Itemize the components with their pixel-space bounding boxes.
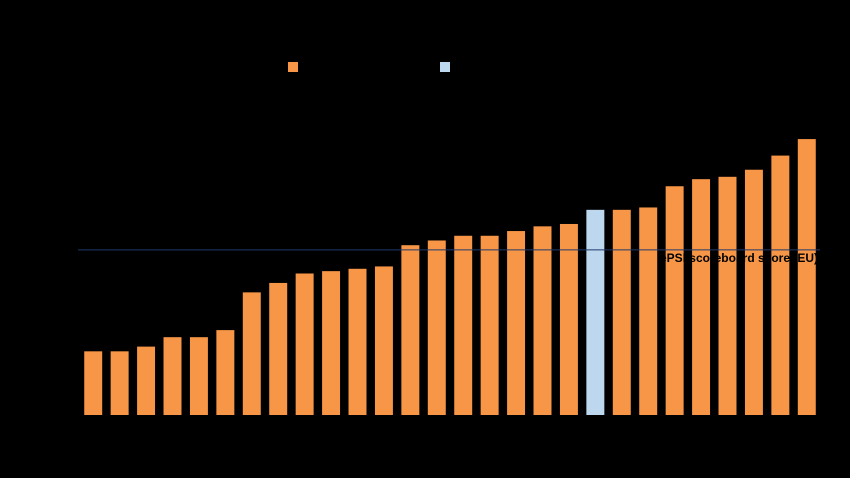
bar-eu-0 xyxy=(84,351,103,415)
bar-nl-24 xyxy=(718,176,737,415)
x-tick-label: FR xyxy=(588,422,603,434)
bar-fi-25 xyxy=(744,169,763,415)
bar-ie-18 xyxy=(559,223,578,415)
bar-hr-15 xyxy=(480,235,499,415)
bar-se-9 xyxy=(322,271,341,415)
y-tick-label: 0 xyxy=(65,408,72,422)
x-tick-label: BE xyxy=(403,422,418,434)
bars xyxy=(84,139,816,416)
bar-fr-19 xyxy=(586,209,605,415)
y-axis-label: Score in the ePSI scoreboard (0 to 700) xyxy=(29,159,43,370)
bar-it-22 xyxy=(665,186,684,415)
bar-lt-5 xyxy=(216,330,235,415)
bar-hu-8 xyxy=(295,273,314,415)
legend-swatch-score xyxy=(288,62,298,72)
x-tick-label: SE xyxy=(324,422,339,434)
x-tick-label: ES xyxy=(773,422,788,434)
bar-ro-20 xyxy=(612,209,631,415)
bar-it-16 xyxy=(507,231,526,415)
bar-cy-4 xyxy=(189,337,208,415)
bar-ee-14 xyxy=(454,235,473,415)
bar-lv-11 xyxy=(374,266,393,415)
x-tick-label: IE xyxy=(564,422,574,434)
bar-at-23 xyxy=(692,179,711,415)
bar-uk-27 xyxy=(797,139,816,415)
reference-line-label: ePSI scoreboard score (EU) xyxy=(660,251,818,265)
y-tick-label: 200 xyxy=(52,314,72,328)
y-tick-label: 400 xyxy=(52,219,72,233)
legend-swatch-fr xyxy=(440,62,450,72)
bar-es-26 xyxy=(771,155,790,416)
x-tick-label: SK xyxy=(271,422,286,434)
bar-sk-7 xyxy=(269,282,288,415)
x-tick-label: DE xyxy=(535,422,550,434)
x-tick-label: NL xyxy=(720,422,734,434)
legend: ePSI Scoreboard score ePSI Scoreboard sc… xyxy=(288,62,593,74)
legend-label-score: ePSI Scoreboard score xyxy=(302,62,416,74)
bar-si-1 xyxy=(110,351,129,415)
x-tick-label: DK xyxy=(641,422,657,434)
x-tick-label: CZ xyxy=(350,422,365,434)
x-tick-label: IT xyxy=(670,422,680,434)
x-tick-label: LT xyxy=(219,422,231,434)
x-tick-label: UK xyxy=(799,422,815,434)
y-axis-ticks: 0 200 400 600 xyxy=(52,125,72,422)
x-tick-label: PT xyxy=(245,422,259,434)
x-tick-label: IT xyxy=(511,422,521,434)
x-tick-label: CY xyxy=(191,422,207,434)
legend-label-fr: ePSI Scoreboard score (FR) xyxy=(454,62,593,74)
bar-bg-3 xyxy=(163,337,182,415)
x-tick-label: FI xyxy=(749,422,759,434)
chart-title: Open Data (2015) xyxy=(368,31,528,53)
bar-dk-21 xyxy=(639,207,658,415)
x-tick-label: EE xyxy=(456,422,471,434)
x-tick-label: BG xyxy=(165,422,181,434)
bar-pl-13 xyxy=(427,240,446,415)
bar-pt-6 xyxy=(242,292,261,415)
x-tick-label: LV xyxy=(378,422,391,434)
x-tick-label: SI xyxy=(114,422,124,434)
x-tick-label: RO xyxy=(614,422,631,434)
x-tick-label: PL xyxy=(430,422,443,434)
bar-cz-10 xyxy=(348,268,367,415)
x-tick-label: AT xyxy=(694,422,708,434)
x-tick-label: HU xyxy=(297,422,313,434)
bar-mt-2 xyxy=(137,346,156,415)
x-tick-label: EU xyxy=(86,422,101,434)
x-axis-ticks: EU SI MT BG CY LT PT SK HU SE CZ LV BE PL EE HR IT DE IE FR… xyxy=(86,422,816,434)
x-tick-label: MT xyxy=(138,422,154,434)
x-tick-label: HR xyxy=(482,422,498,434)
bar-de-17 xyxy=(533,226,552,415)
y-tick-label: 600 xyxy=(52,125,72,139)
bar-be-12 xyxy=(401,245,420,415)
